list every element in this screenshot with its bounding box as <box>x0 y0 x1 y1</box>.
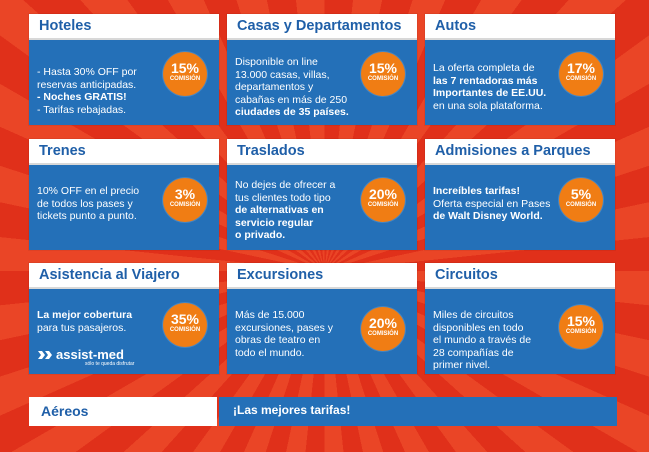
text-line: obras de teatro en <box>235 334 321 346</box>
card-hoteles[interactable]: Hoteles - Hasta 30% OFF por reservas ant… <box>29 14 219 125</box>
text-line: excursiones, pases y <box>235 321 334 334</box>
commission-badge: 15% COMISIÓN <box>361 52 405 96</box>
text-line: La oferta completa de <box>433 62 535 74</box>
card-asistencia-viajero[interactable]: Asistencia al Viajero La mejor cobertura… <box>29 263 219 374</box>
assist-med-logo: assist-med sólo te queda disfrutar <box>37 347 134 367</box>
text-line: No dejes de ofrecer a <box>235 179 336 191</box>
text-line: primer nivel. <box>433 359 491 371</box>
text-line: ciudades de 35 países. <box>235 106 349 118</box>
text-line: de alternativas en <box>235 204 324 216</box>
commission-label: COMISIÓN <box>367 331 399 337</box>
logo-tagline: sólo te queda disfrutar <box>85 361 135 367</box>
commission-badge: 5% COMISIÓN <box>559 178 603 222</box>
text-line: departamentos y <box>235 81 314 93</box>
card-title: Traslados <box>227 139 417 165</box>
text-line: 10% OFF en el precio <box>37 185 140 197</box>
commission-percent: 15% <box>170 60 200 76</box>
commission-label: COMISIÓN <box>367 76 399 82</box>
commission-badge: 15% COMISIÓN <box>163 52 207 96</box>
assist-med-mark-icon <box>38 351 52 359</box>
card-excursiones[interactable]: Excursiones Más de 15.000 excursiones, p… <box>227 263 417 374</box>
card-description: Más de 15.000 excursiones, pases y obras… <box>235 309 363 359</box>
text-line: disponibles en todo <box>433 321 524 334</box>
text-line: para tus pasajeros. <box>37 321 127 334</box>
text-line: o privado. <box>235 229 286 241</box>
text-line: 13.000 casas, villas, <box>235 68 330 81</box>
commission-percent: 15% <box>368 60 398 76</box>
commission-percent: 35% <box>170 311 200 327</box>
card-title: Admisiones a Parques <box>425 139 615 165</box>
commission-badge: 3% COMISIÓN <box>163 178 207 222</box>
card-casas-departamentos[interactable]: Casas y Departamentos Disponible on line… <box>227 14 417 125</box>
aereos-banner[interactable]: Aéreos ¡Las mejores tarifas! <box>29 397 617 426</box>
commission-percent: 20% <box>368 315 398 331</box>
commission-badge: 20% COMISIÓN <box>361 307 405 351</box>
commission-label: COMISIÓN <box>367 202 399 208</box>
text-line: La mejor cobertura <box>37 309 133 321</box>
card-traslados[interactable]: Traslados No dejes de ofrecer a tus clie… <box>227 139 417 250</box>
text-line: - Hasta 30% OFF por <box>37 66 137 78</box>
text-line: el mundo a través de <box>433 334 532 346</box>
card-description: Disponible on line 13.000 casas, villas,… <box>235 56 363 119</box>
text-line: Miles de circuitos <box>433 309 514 321</box>
card-trenes[interactable]: Trenes 10% OFF en el precio de todos los… <box>29 139 219 250</box>
text-line: Importantes de EE.UU. <box>433 87 547 99</box>
card-circuitos[interactable]: Circuitos Miles de circuitos disponibles… <box>425 263 615 374</box>
text-line: en una sola plataforma. <box>433 99 543 112</box>
card-admisiones-parques[interactable]: Admisiones a Parques Increíbles tarifas!… <box>425 139 615 250</box>
commission-label: COMISIÓN <box>565 76 597 82</box>
card-description: Miles de circuitos disponibles en todo e… <box>433 309 561 372</box>
text-line: - Noches GRATIS! <box>37 91 127 103</box>
card-title: Circuitos <box>425 263 615 289</box>
commission-label: COMISIÓN <box>169 327 201 333</box>
text-line: tickets punto a punto. <box>37 210 137 222</box>
card-description: No dejes de ofrecer a tus clientes todo … <box>235 179 363 242</box>
text-line: Disponible on line <box>235 56 318 68</box>
card-description: - Hasta 30% OFF por reservas anticipadas… <box>37 66 165 116</box>
commission-percent: 17% <box>566 60 596 76</box>
text-line: Oferta especial en Pases <box>433 197 551 210</box>
card-title: Asistencia al Viajero <box>29 263 219 289</box>
commission-badge: 20% COMISIÓN <box>361 178 405 222</box>
commission-badge: 35% COMISIÓN <box>163 303 207 347</box>
text-line: - Tarifas rebajadas. <box>37 103 127 116</box>
card-title: Hoteles <box>29 14 219 40</box>
text-line: las 7 rentadoras más <box>433 74 538 87</box>
commission-label: COMISIÓN <box>565 202 597 208</box>
card-title: Trenes <box>29 139 219 165</box>
card-title: Autos <box>425 14 615 40</box>
aereos-title: Aéreos <box>29 397 217 426</box>
card-description: La oferta completa de las 7 rentadoras m… <box>433 62 561 112</box>
card-title: Excursiones <box>227 263 417 289</box>
commission-percent: 5% <box>570 186 592 202</box>
commission-label: COMISIÓN <box>565 329 597 335</box>
text-line: Increíbles tarifas! <box>433 185 520 197</box>
text-line: cabañas en más de 250 <box>235 93 348 106</box>
text-line: servicio regular <box>235 216 314 229</box>
commission-badge: 17% COMISIÓN <box>559 52 603 96</box>
card-description: La mejor cobertura para tus pasajeros. <box>37 309 165 334</box>
text-line: tus clientes todo tipo <box>235 191 331 204</box>
commission-badge: 15% COMISIÓN <box>559 305 603 349</box>
text-line: de todos los pases y <box>37 197 133 210</box>
commission-percent: 15% <box>566 313 596 329</box>
text-line: reservas anticipadas. <box>37 78 137 91</box>
logo-text: assist-med <box>56 347 124 362</box>
aereos-text: ¡Las mejores tarifas! <box>219 397 617 426</box>
commission-percent: 20% <box>368 186 398 202</box>
card-description: Increíbles tarifas! Oferta especial en P… <box>433 185 561 223</box>
text-line: de Walt Disney World. <box>433 210 543 222</box>
text-line: 28 compañías de <box>433 346 514 359</box>
card-autos[interactable]: Autos La oferta completa de las 7 rentad… <box>425 14 615 125</box>
card-description: 10% OFF en el precio de todos los pases … <box>37 185 165 223</box>
commission-percent: 3% <box>174 186 196 202</box>
card-title: Casas y Departamentos <box>227 14 417 40</box>
commission-label: COMISIÓN <box>169 202 201 208</box>
commission-label: COMISIÓN <box>169 76 201 82</box>
text-line: Más de 15.000 <box>235 309 305 321</box>
text-line: todo el mundo. <box>235 346 305 359</box>
